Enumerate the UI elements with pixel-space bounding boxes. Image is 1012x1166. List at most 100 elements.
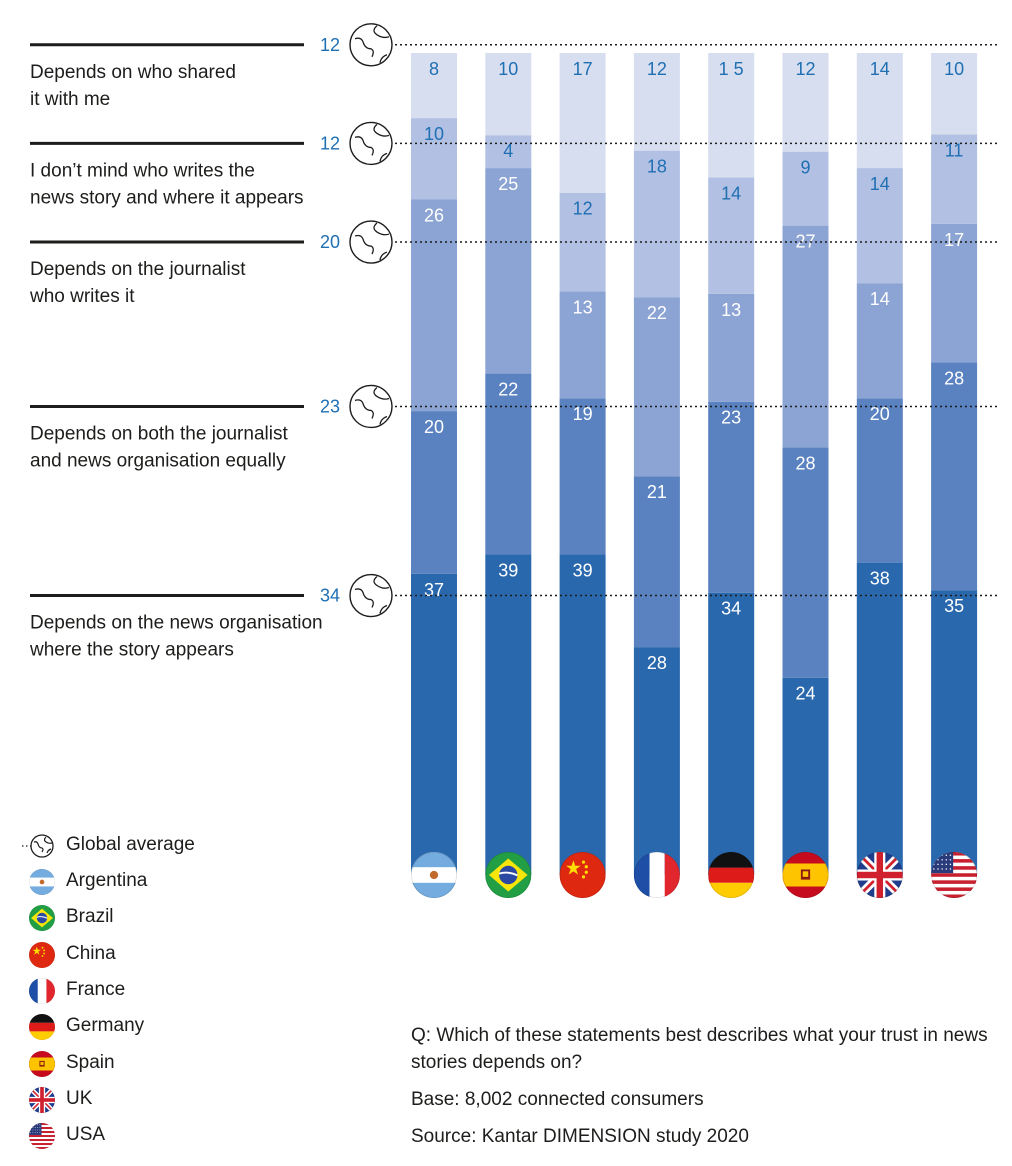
bar-uk-1 bbox=[856, 398, 903, 563]
globe-icon bbox=[349, 220, 393, 264]
value-label-china-0: 39 bbox=[573, 560, 593, 580]
statement-labels: 34 Depends on the news organisation where … bbox=[29, 23, 393, 661]
question-text: Q: Which of these statements best descri… bbox=[411, 1025, 988, 1073]
legend-item-usa: USA bbox=[22, 1120, 322, 1150]
flag-usa-icon bbox=[29, 1123, 55, 1150]
chart-notes: Q: Which of these statements best descri… bbox=[411, 1022, 1001, 1150]
value-label-germany-3: 14 bbox=[721, 184, 741, 204]
statement-label-1-line-1: and news organisation equally bbox=[30, 450, 286, 471]
value-label-china-4: 17 bbox=[573, 59, 593, 79]
legend-item-global-average: Global average bbox=[22, 830, 322, 860]
globe-icon bbox=[349, 23, 393, 67]
legend-label-germany: Germany bbox=[66, 1015, 145, 1037]
global-average-value-0: 34 bbox=[320, 586, 340, 606]
flag-spain-icon bbox=[782, 852, 829, 898]
bar-china-3 bbox=[559, 192, 606, 292]
legend-item-argentina: Argentina bbox=[22, 866, 322, 896]
bars-group: 37 20 26 10 8 39 22 25 4 10 39 19 13 12 17 28 21 22 18 12 34… bbox=[411, 53, 978, 875]
bar-argentina-1 bbox=[411, 411, 457, 574]
flag-france-icon bbox=[633, 852, 680, 898]
legend-item-germany: Germany bbox=[22, 1011, 322, 1041]
value-label-usa-4: 10 bbox=[944, 59, 964, 79]
legend-item-uk: UK bbox=[22, 1084, 322, 1114]
value-label-germany-4: 1 5 bbox=[719, 59, 744, 79]
legend-label-usa: USA bbox=[66, 1124, 106, 1146]
statement-label-2-line-0: Depends on the journalist bbox=[30, 259, 246, 280]
bar-france-3 bbox=[633, 150, 680, 298]
bar-china-1 bbox=[559, 398, 606, 555]
bar-brazil-4 bbox=[485, 53, 532, 136]
flag-uk-icon bbox=[856, 852, 903, 898]
flag-france-icon bbox=[29, 977, 55, 1004]
flag-germany-icon bbox=[29, 1014, 55, 1041]
value-label-germany-1: 23 bbox=[721, 408, 741, 428]
legend-label-argentina: Argentina bbox=[66, 870, 148, 891]
value-label-brazil-2: 25 bbox=[498, 174, 518, 194]
bar-brazil-3 bbox=[485, 135, 532, 169]
value-label-france-2: 22 bbox=[647, 303, 667, 323]
value-label-usa-0: 35 bbox=[944, 596, 964, 616]
value-label-uk-1: 20 bbox=[870, 404, 890, 424]
globe-icon bbox=[349, 384, 393, 429]
base-text: Base: 8,002 connected consumers bbox=[411, 1089, 704, 1110]
bar-usa-4 bbox=[931, 53, 978, 135]
bar-germany-3 bbox=[708, 177, 755, 294]
value-label-china-2: 13 bbox=[573, 297, 593, 317]
value-label-brazil-1: 22 bbox=[498, 380, 518, 400]
bar-spain-4 bbox=[782, 53, 829, 152]
bar-brazil-0 bbox=[485, 554, 532, 875]
value-label-china-1: 19 bbox=[573, 404, 593, 424]
global-average-value-3: 12 bbox=[320, 133, 340, 153]
legend-label-china: China bbox=[66, 942, 116, 964]
bar-spain-2 bbox=[782, 225, 829, 448]
value-label-brazil-3: 4 bbox=[503, 141, 513, 161]
flag-china-icon bbox=[559, 852, 606, 898]
bar-china-2 bbox=[559, 291, 606, 399]
flag-china-icon bbox=[29, 941, 55, 968]
global-average-value-4: 12 bbox=[320, 35, 340, 55]
flag-spain-icon bbox=[29, 1050, 55, 1077]
legend-label-uk: UK bbox=[66, 1087, 93, 1109]
value-label-argentina-4: 8 bbox=[429, 59, 439, 79]
global-average-value-1: 23 bbox=[320, 396, 340, 416]
source-text: Source: Kantar DIMENSION study 2020 bbox=[411, 1126, 749, 1147]
legend-item-france: France bbox=[22, 975, 322, 1005]
value-label-usa-1: 28 bbox=[944, 368, 964, 388]
bar-spain-1 bbox=[782, 447, 829, 678]
legend-label-spain: Spain bbox=[66, 1051, 115, 1073]
country-flags bbox=[411, 852, 978, 898]
bar-germany-0 bbox=[708, 592, 755, 875]
bar-usa-1 bbox=[931, 362, 978, 591]
flag-brazil-icon bbox=[29, 905, 55, 932]
value-label-spain-0: 24 bbox=[795, 684, 815, 704]
statement-label-2-line-1: who writes it bbox=[29, 286, 135, 307]
statement-label-1-line-0: Depends on both the journalist bbox=[30, 423, 288, 444]
legend-label-global-average: Global average bbox=[66, 834, 195, 855]
bar-usa-2 bbox=[931, 223, 978, 363]
value-label-uk-4: 14 bbox=[870, 59, 890, 79]
bar-france-2 bbox=[633, 297, 680, 477]
flag-uk-icon bbox=[29, 1086, 55, 1113]
legend-item-brazil: Brazil bbox=[22, 902, 322, 932]
globe-icon bbox=[22, 834, 54, 858]
value-label-france-1: 21 bbox=[647, 482, 667, 502]
flag-usa-icon bbox=[931, 852, 978, 898]
global-average-lines bbox=[395, 44, 1000, 597]
value-label-germany-2: 13 bbox=[721, 300, 741, 320]
value-label-uk-3: 14 bbox=[870, 174, 890, 194]
legend-item-spain: Spain bbox=[22, 1048, 322, 1078]
value-label-argentina-0: 37 bbox=[424, 580, 444, 600]
bar-france-1 bbox=[633, 476, 680, 648]
value-label-uk-2: 14 bbox=[870, 289, 890, 309]
value-label-spain-1: 28 bbox=[795, 454, 815, 474]
legend-label-brazil: Brazil bbox=[66, 906, 114, 928]
bar-usa-3 bbox=[931, 134, 978, 224]
bar-china-0 bbox=[559, 554, 606, 875]
globe-icon bbox=[349, 121, 393, 166]
bar-germany-2 bbox=[708, 293, 755, 402]
bar-argentina-4 bbox=[411, 53, 457, 119]
bar-argentina-3 bbox=[411, 118, 457, 200]
value-label-uk-0: 38 bbox=[870, 569, 890, 589]
value-label-argentina-1: 20 bbox=[424, 417, 444, 437]
